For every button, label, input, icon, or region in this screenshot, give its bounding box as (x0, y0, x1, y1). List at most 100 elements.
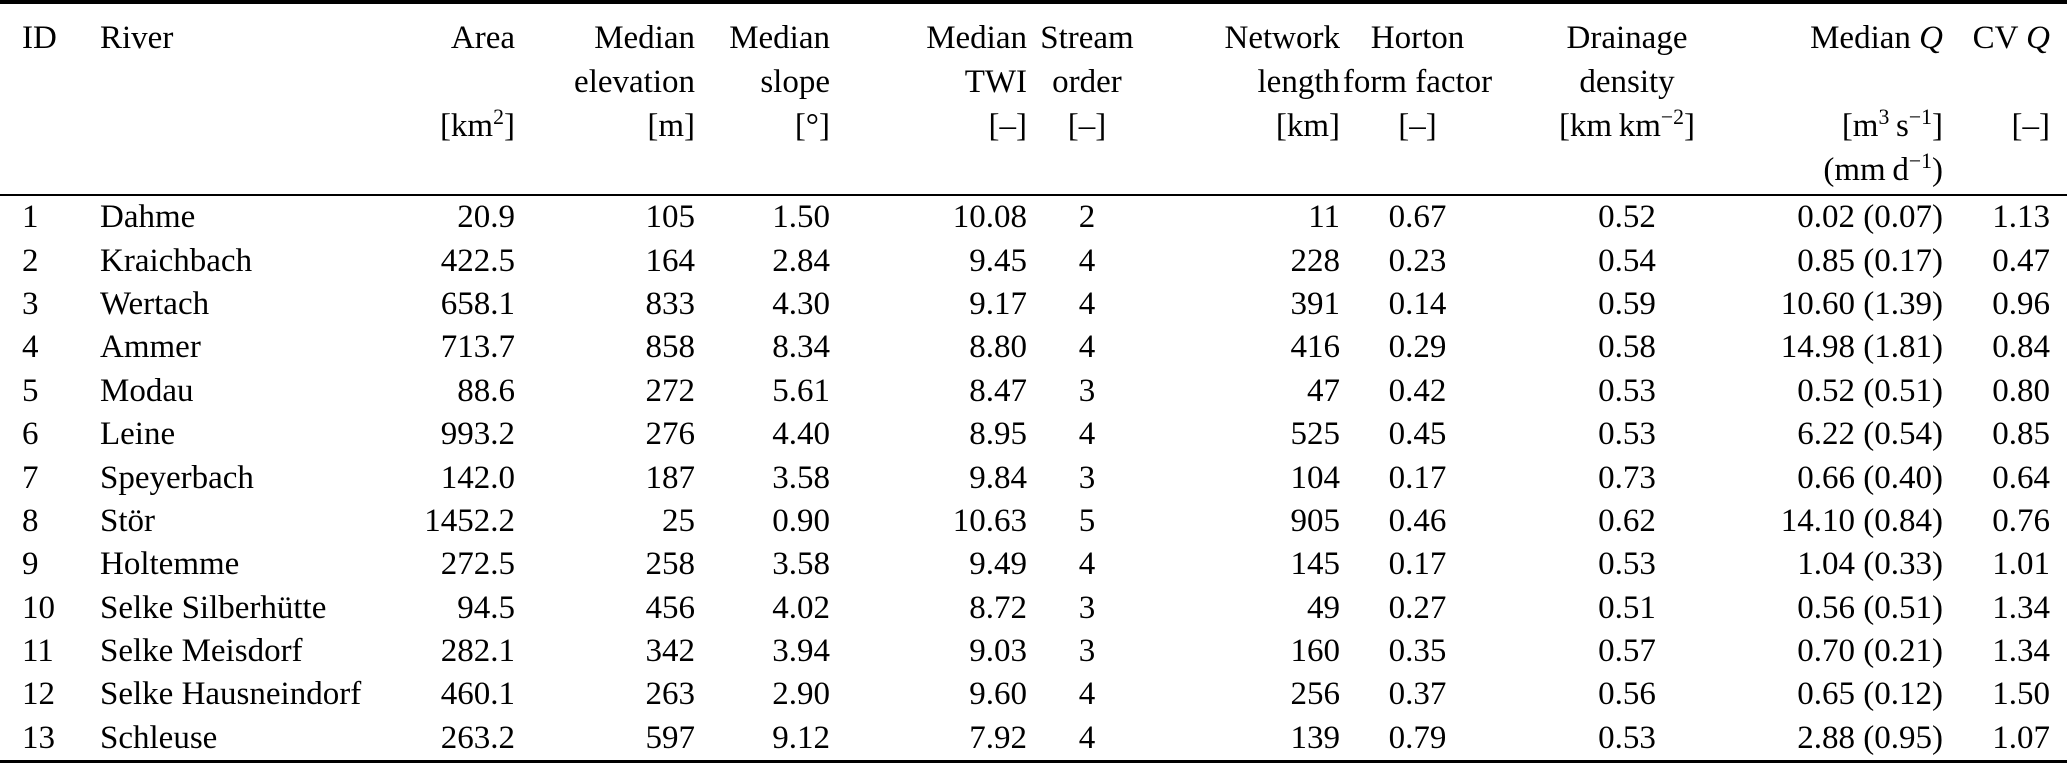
column-header-median-twi: Median TWI [–] (830, 2, 1027, 195)
header-text-segment: [–] (2011, 108, 2050, 144)
header-label-line: CV Q (1950, 16, 2050, 60)
header-unit-line (1027, 148, 1147, 192)
table-row: 5 Modau 88.6 272 5.61 8.47 3 47 0.42 0.53 0.52 (0.… (0, 370, 2067, 413)
header-unit-line: [–] (1027, 104, 1147, 148)
cell-median-slope: 8.34 (772, 329, 830, 366)
header-text-segment: [km] (1275, 108, 1340, 144)
cell-drainage-density: 0.54 (1598, 242, 1656, 279)
cell-median-q: 0.56 (0.51) (1797, 589, 1943, 626)
cell-median-q: 0.52 (0.51) (1797, 372, 1943, 409)
cell-river: Speyerbach (100, 459, 254, 496)
cell-network-length: 228 (1290, 242, 1341, 279)
table-row: 11 Selke Meisdorf 282.1 342 3.94 9.03 3 160 0.35… (0, 630, 2067, 673)
header-text-segment: [km km (1558, 108, 1661, 144)
header-label-line: Area (365, 16, 515, 60)
header-text-segment: Q (2026, 20, 2050, 56)
cell-drainage-density: 0.57 (1598, 633, 1656, 670)
cell-median-twi: 10.63 (952, 502, 1027, 539)
cell-cv-q: 1.07 (1992, 719, 2050, 756)
header-text-segment: [–] (988, 108, 1027, 144)
cell-stream-order: 4 (1078, 285, 1096, 322)
header-label-line: slope (695, 60, 830, 104)
cell-stream-order: 3 (1078, 633, 1096, 670)
cell-river: Stör (100, 502, 156, 539)
cell-horton-form-factor: 0.17 (1388, 459, 1447, 496)
header-unit-line: [–] (1340, 104, 1495, 148)
cell-drainage-density: 0.73 (1598, 459, 1656, 496)
cell-median-twi: 9.84 (969, 459, 1027, 496)
header-unit-line: [m3 s−1] (1735, 104, 1943, 148)
cell-network-length: 49 (1307, 589, 1340, 626)
cell-id: 8 (22, 502, 39, 539)
cell-id: 1 (22, 199, 39, 236)
cell-cv-q: 0.96 (1992, 285, 2050, 322)
cell-median-elevation: 263 (645, 676, 696, 713)
cell-id: 6 (22, 416, 39, 453)
cell-area: 282.1 (440, 633, 515, 670)
cell-median-elevation: 272 (645, 372, 696, 409)
cell-drainage-density: 0.58 (1598, 329, 1656, 366)
cell-horton-form-factor: 0.17 (1388, 546, 1447, 583)
header-text-segment: Horton (1370, 20, 1465, 56)
table-row: 13 Schleuse 263.2 597 9.12 7.92 4 139 0.79 0.53 2.… (0, 717, 2067, 762)
cell-stream-order: 4 (1078, 242, 1096, 279)
cell-median-q: 6.22 (0.54) (1797, 416, 1943, 453)
cell-median-slope: 3.58 (772, 546, 830, 583)
table-body: 1 Dahme 20.9 105 1.50 10.08 2 11 0.67 0.52 0.02 (0… (0, 195, 2067, 762)
cell-network-length: 256 (1290, 676, 1341, 713)
cell-drainage-density: 0.62 (1598, 502, 1656, 539)
cell-median-elevation: 597 (645, 719, 696, 756)
cell-cv-q: 1.13 (1992, 199, 2050, 236)
column-header-median-q: Median Q [m3 s−1] (mm d−1) (1735, 2, 1950, 195)
header-text-segment: Drainage (1566, 20, 1688, 56)
cell-median-q: 0.85 (0.17) (1797, 242, 1943, 279)
cell-median-slope: 4.30 (772, 285, 830, 322)
cell-area: 658.1 (440, 285, 515, 322)
header-unit-line (1340, 148, 1495, 192)
cell-id: 12 (22, 676, 55, 713)
header-unit-line (695, 148, 830, 192)
cell-drainage-density: 0.52 (1598, 199, 1656, 236)
cell-median-elevation: 456 (645, 589, 696, 626)
header-label-line: Median (830, 16, 1027, 60)
header-unit-line (830, 148, 1027, 192)
header-label-line: Stream (1027, 16, 1147, 60)
cell-network-length: 416 (1290, 329, 1341, 366)
header-label-line (1735, 60, 1943, 104)
cell-median-q: 0.65 (0.12) (1797, 676, 1943, 713)
header-text-segment: −2 (1660, 105, 1685, 129)
cell-drainage-density: 0.51 (1598, 589, 1656, 626)
cell-median-slope: 2.84 (772, 242, 830, 279)
cell-median-twi: 9.17 (969, 285, 1027, 322)
header-text-segment: 3 (1878, 105, 1890, 129)
header-text-segment: Median (1810, 20, 1920, 56)
cell-cv-q: 1.50 (1992, 676, 2050, 713)
header-text-segment: order (1052, 64, 1122, 100)
header-label-line: ID (22, 16, 85, 60)
header-label-line: Median (695, 16, 830, 60)
cell-cv-q: 0.76 (1992, 502, 2050, 539)
header-text-segment: River (100, 20, 174, 56)
cell-area: 142.0 (440, 459, 515, 496)
header-unit-line: [km2] (365, 104, 515, 148)
cell-median-slope: 4.40 (772, 416, 830, 453)
header-text-segment: Stream (1040, 20, 1134, 56)
header-text-segment: (mm d (1823, 152, 1909, 188)
cell-stream-order: 4 (1078, 719, 1096, 756)
cell-river: Selke Silberhütte (100, 589, 327, 626)
header-text-segment: Q (1919, 20, 1943, 56)
cell-stream-order: 3 (1078, 459, 1096, 496)
cell-median-elevation: 342 (645, 633, 696, 670)
cell-network-length: 391 (1290, 285, 1341, 322)
column-header-cv-q: CV Q [–] (1950, 2, 2067, 195)
header-text-segment: length (1257, 64, 1340, 100)
header-text-segment: [m] (647, 108, 695, 144)
cell-median-slope: 0.90 (772, 502, 830, 539)
cell-area: 993.2 (440, 416, 515, 453)
header-unit-line: [°] (695, 104, 830, 148)
cell-cv-q: 0.85 (1992, 416, 2050, 453)
cell-area: 272.5 (440, 546, 515, 583)
header-unit-line: [km] (1147, 104, 1340, 148)
cell-median-elevation: 25 (662, 502, 695, 539)
